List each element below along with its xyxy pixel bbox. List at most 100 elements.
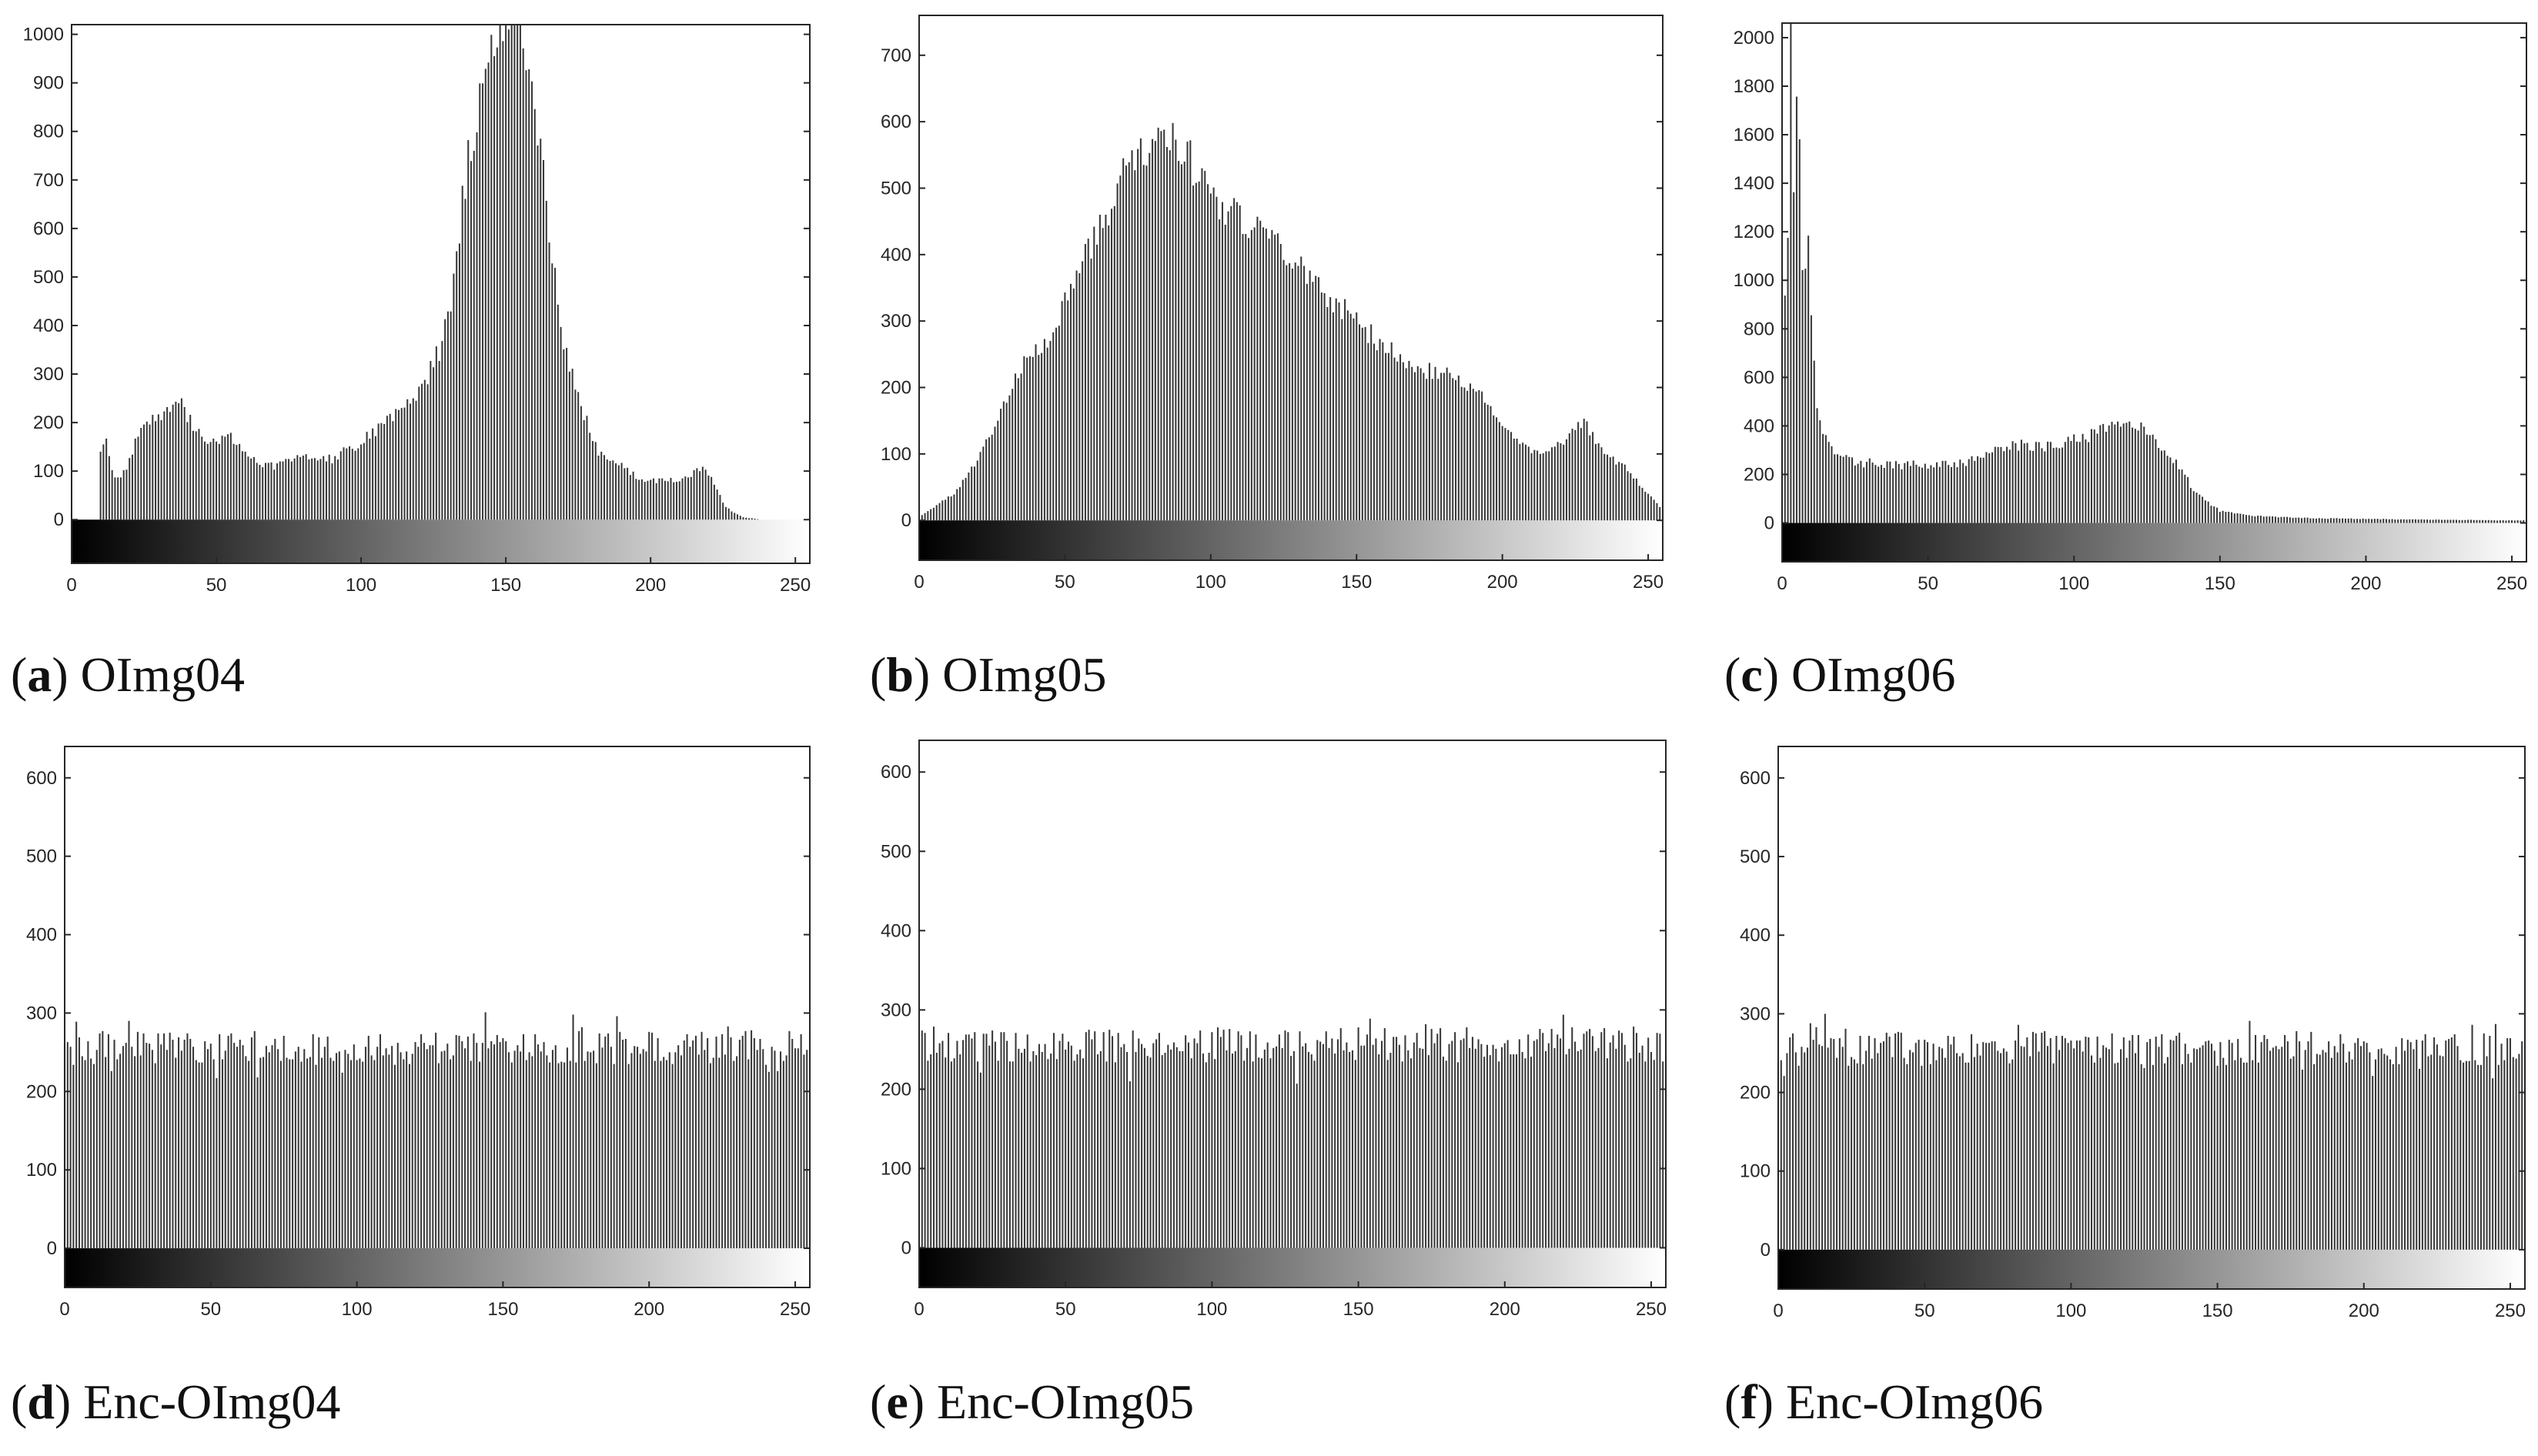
histogram-bar [2468,1060,2470,1250]
histogram-bar [507,1052,510,1249]
histogram-bar [1286,265,1288,521]
histogram-bar [2199,494,2201,523]
y-tick-label: 100 [881,1158,911,1179]
histogram-bar [603,455,606,520]
histogram-bar [528,1052,530,1249]
histogram-bar [2090,429,2093,523]
histogram-bar [1002,401,1005,521]
histogram-bar [315,1064,317,1249]
histogram-bar [1560,443,1562,521]
histogram-bar [484,1012,487,1249]
histogram-bar [727,1026,729,1249]
histogram-bar [2208,1040,2210,1250]
histogram-bar [1589,435,1591,521]
histogram-bar [490,1041,493,1249]
y-tick-label: 200 [1744,464,1774,485]
histogram-bar [349,1060,353,1249]
histogram-bar [2471,1024,2473,1250]
histogram-bar [216,1077,218,1249]
histogram-bar [930,1054,932,1248]
histogram-bar [2239,513,2242,523]
histogram-bar [195,1060,197,1249]
histogram-bar [2463,1062,2465,1250]
histogram-bar [1904,463,1906,523]
histogram-bar [502,41,504,520]
histogram-bar [99,1033,101,1249]
histogram-bar [1971,1034,1973,1250]
histogram-bar [1199,1030,1202,1248]
histogram-bar [2210,506,2212,523]
histogram-bar [397,409,400,520]
histogram-bar [2093,1062,2095,1250]
histogram-bar [1580,428,1582,521]
histogram-bar [1302,1046,1304,1248]
histogram-bar [351,449,353,520]
histogram-bar [316,460,319,520]
histogram-bar [1851,1057,1853,1250]
histogram-bar [2088,442,2090,523]
histogram-bar [370,1055,373,1249]
histogram-bar [634,1046,636,1249]
histogram-bar [2011,441,2014,523]
histogram-bar [1994,1041,1996,1250]
histogram-bar [1078,273,1081,521]
histogram-bar [696,468,698,520]
histogram-bar [1369,1018,1371,1248]
histogram-bar [1600,1032,1603,1248]
histogram-bar [2324,518,2326,523]
histogram-bar [267,463,269,520]
histogram-bar [640,479,643,520]
y-tick-label: 1000 [1734,270,1774,291]
histogram-bar [1316,1040,1319,1248]
histogram-bar [1783,1076,1785,1250]
histogram-bar [1422,1048,1424,1248]
histogram-bar [450,311,452,520]
histogram-bar [2149,1039,2152,1250]
histogram-bar [1050,1054,1052,1248]
histogram-bar [1320,292,1323,521]
histogram-bar [1126,1051,1129,1248]
histogram-bar [540,1051,542,1249]
histogram-bar [935,1052,938,1248]
histogram-bar [1382,342,1384,521]
histogram-bar [1108,1030,1111,1248]
histogram-bar [1216,1027,1219,1248]
histogram-bar [400,1052,402,1249]
histogram-bar [1962,463,1965,523]
histogram-bar [1069,283,1072,521]
histogram-bar [482,83,484,520]
histogram-bar [1606,1058,1608,1248]
histogram-bar [2394,519,2396,523]
histogram-bar [2450,1037,2453,1250]
histogram-bar [1797,1065,1800,1250]
histogram-bar [92,1064,95,1249]
histogram-bar [131,454,134,520]
grayscale-colorbar [65,1248,810,1287]
histogram-bar [1193,1038,1195,1248]
histogram-bar [2319,1054,2321,1250]
y-tick-label: 400 [1744,416,1774,436]
histogram-bar [551,263,553,520]
histogram-bar [1965,1062,1967,1250]
histogram-bar [759,1039,761,1249]
histogram-bar [1163,129,1165,521]
histogram-bar [1240,1035,1242,1248]
histogram-bar [528,69,530,520]
histogram-bar [432,1045,434,1249]
caption-title-f: Enc-OImg06 [1785,1374,2044,1429]
histogram-bar [1837,454,1839,523]
histogram-bar [1291,268,1293,521]
histogram-bar [806,1050,808,1249]
histogram-bar [968,473,970,521]
histogram-bar [1149,152,1151,521]
histogram-bar [239,443,241,520]
histogram-bar [654,1060,656,1249]
histogram-bar [393,1064,396,1249]
histogram-bar [107,1034,109,1249]
histogram-bar [2321,518,2323,523]
histogram-bar [1236,202,1238,521]
histogram-bar [1108,225,1110,521]
histogram-bar [2269,1050,2272,1250]
histogram-bar [2179,1032,2181,1250]
histogram-bar [1956,467,1958,523]
